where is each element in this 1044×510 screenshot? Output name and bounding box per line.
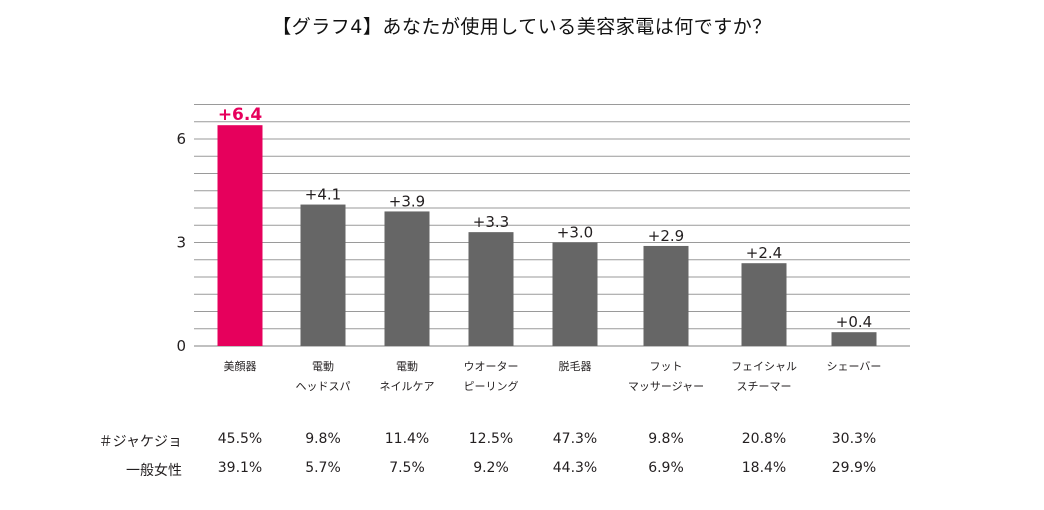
x-tick-label: 電動 [312, 359, 334, 373]
x-tick-label: フット [650, 360, 683, 373]
bar [741, 263, 787, 346]
bar [217, 125, 263, 346]
data-label: +3.0 [557, 224, 593, 242]
data-label: +2.4 [746, 244, 782, 262]
x-tick-label: スチーマー [737, 380, 792, 393]
x-tick-label: ウオーター [464, 360, 519, 373]
x-tick-label: マッサージャー [628, 380, 704, 393]
y-tick-label: 3 [176, 234, 186, 252]
bar [468, 232, 514, 346]
y-tick-label: 6 [176, 130, 186, 148]
x-tick-label: ネイルケア [380, 380, 435, 393]
bar [300, 204, 346, 346]
data-label: +0.4 [836, 313, 872, 331]
data-label: +6.4 [218, 105, 263, 125]
bar [384, 211, 430, 346]
y-tick-label: 0 [176, 337, 186, 355]
x-tick-label: 電動 [396, 359, 418, 373]
data-label: +4.1 [305, 186, 341, 204]
data-label: +3.3 [473, 213, 509, 231]
bar [831, 332, 877, 346]
bar [643, 245, 689, 346]
x-tick-label: ヘッドスパ [296, 380, 351, 393]
bar [552, 242, 598, 346]
x-tick-label: ピーリング [464, 379, 519, 393]
x-tick-label: 脱毛器 [559, 359, 592, 373]
x-tick-label: シェーバー [827, 360, 882, 373]
x-tick-label: フェイシャル [731, 360, 797, 373]
x-tick-label: 美顔器 [224, 359, 257, 373]
chart-title: 【グラフ4】あなたが使用している美容家電は何ですか？ [272, 16, 772, 38]
data-label: +2.9 [648, 227, 684, 245]
data-label: +3.9 [389, 192, 425, 210]
